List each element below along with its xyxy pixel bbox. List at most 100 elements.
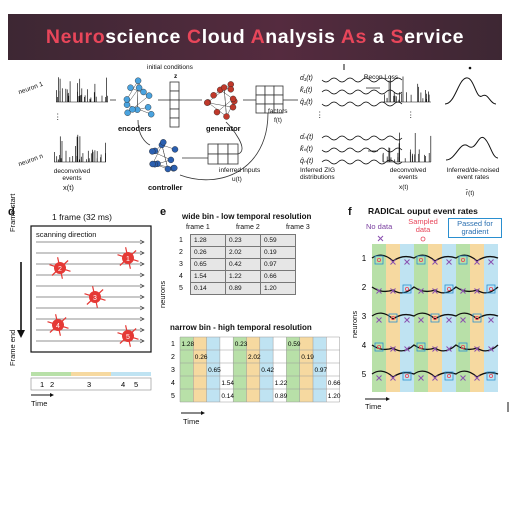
- node: [229, 95, 237, 103]
- x-t-label: x(t): [63, 183, 74, 192]
- zig-curve: [321, 135, 403, 141]
- passed-marker: [444, 284, 454, 294]
- no-data-legend: No data: [366, 222, 393, 231]
- no-data-marker: [390, 346, 396, 352]
- no-data-marker: [390, 375, 396, 381]
- initial-conditions-label: initial conditions: [147, 64, 193, 71]
- title-part: loud: [201, 26, 251, 48]
- no-data-marker: [460, 375, 466, 381]
- panel-f-time-label: Time: [365, 402, 382, 411]
- f-row-label: 3: [362, 312, 367, 321]
- narrow-column: [299, 337, 313, 402]
- narrow-cell-value: 0.42: [261, 367, 274, 374]
- page-title: Neuroscience Cloud Analysis As a Service: [8, 14, 502, 60]
- neuron-number: 2: [58, 266, 62, 273]
- node: [144, 104, 152, 111]
- table-cell: 0.23: [225, 234, 261, 247]
- timeline-box: [30, 377, 152, 391]
- narrow-cell-value: 0.19: [301, 354, 314, 361]
- rate-curve-n: [445, 136, 499, 161]
- title-part: Neuro: [45, 26, 106, 48]
- factor-cell: [273, 103, 284, 114]
- no-data-marker: [474, 346, 480, 352]
- inferred-zig-label: Inferred ZIG distributions: [300, 167, 336, 181]
- scan-arrowhead: [139, 250, 145, 256]
- scan-arrowhead: [139, 283, 145, 289]
- factors-label: factors: [268, 108, 288, 115]
- no-data-marker: [390, 288, 396, 294]
- title-part: science: [105, 26, 188, 48]
- panel-d-letter: d: [8, 206, 15, 218]
- zig-param-label: q̂ₙ(t): [300, 158, 314, 165]
- sampled-marker: [432, 315, 437, 320]
- narrow-row-label: 3: [171, 367, 175, 374]
- narrow-column: [286, 337, 300, 402]
- soma: [89, 291, 101, 303]
- node: [160, 139, 167, 146]
- narrow-row-label: 4: [171, 380, 175, 387]
- z-label: z: [174, 73, 178, 80]
- f-stripe: [414, 244, 428, 392]
- narrow-column: [206, 337, 220, 402]
- narrow-row-label: 1: [171, 341, 175, 348]
- sampled-marker: [460, 344, 465, 349]
- soma: [122, 330, 134, 342]
- f-stripe: [442, 244, 456, 392]
- sampled-data-legend: Sampled data: [408, 217, 438, 234]
- marker-dot: [468, 66, 472, 70]
- dots-zig: ⋮: [316, 110, 324, 119]
- narrow-column: [273, 337, 287, 402]
- scan-arrowhead: [139, 272, 145, 278]
- table-cell: 0.97: [260, 258, 296, 271]
- node: [145, 92, 153, 99]
- passed-gradient-legend: Passed for gradient: [448, 218, 502, 238]
- narrow-row-label: 5: [171, 393, 175, 400]
- sampled-marker: [446, 286, 451, 291]
- timeline-label: 5: [134, 380, 138, 389]
- no-data-marker: [432, 288, 438, 294]
- node: [149, 160, 156, 168]
- narrow-cell-value: 1.28: [182, 341, 195, 348]
- frame-header: frame 2: [236, 224, 260, 231]
- model-connectors: [110, 81, 298, 181]
- table-cell: 1.28: [190, 234, 226, 247]
- narrow-cell-value: 1.54: [221, 380, 234, 387]
- legend-sampled-marker: [420, 236, 426, 242]
- narrow-column: [246, 337, 260, 402]
- table-cell: 2.02: [225, 246, 261, 259]
- node: [210, 92, 217, 99]
- no-data-marker: [376, 288, 382, 294]
- sampled-marker: [390, 315, 395, 320]
- panel-d-time-label: Time: [31, 399, 48, 408]
- neuron-traces-left: [54, 64, 499, 165]
- row-label: 5: [179, 285, 183, 292]
- rate-curve: [371, 344, 499, 352]
- zig-param-label: k̂₁(t): [300, 87, 313, 94]
- neuron-number: 4: [56, 323, 60, 330]
- scan-arrowhead: [139, 327, 145, 333]
- title-part: S: [390, 26, 405, 48]
- inferred-inputs-label: inferred inputs: [219, 167, 261, 174]
- f-row-label: 4: [362, 341, 367, 350]
- panel-e-letter: e: [160, 206, 167, 218]
- narrow-column: [193, 337, 207, 402]
- narrow-bin-title: narrow bin - high temporal resolution: [170, 323, 312, 332]
- no-data-marker: [418, 317, 424, 323]
- deconvolved-events-label: deconvolved events: [53, 168, 91, 182]
- scan-arrowhead: [139, 239, 145, 245]
- passed-marker: [458, 255, 468, 265]
- node: [129, 106, 136, 113]
- neuron-cell: 1: [117, 247, 139, 269]
- title-banner: Neuroscience Cloud Analysis As a Service: [8, 14, 502, 60]
- frame-header: frame 3: [286, 224, 310, 231]
- narrow-column: [180, 337, 194, 402]
- sampled-marker: [474, 315, 479, 320]
- table-row: 1 1.28 0.23 0.59: [179, 234, 296, 247]
- node: [127, 84, 134, 91]
- narrow-cell-value: 0.66: [328, 380, 341, 387]
- scan-arrowhead: [139, 294, 145, 300]
- edge: [216, 98, 234, 113]
- sampled-marker: [418, 344, 423, 349]
